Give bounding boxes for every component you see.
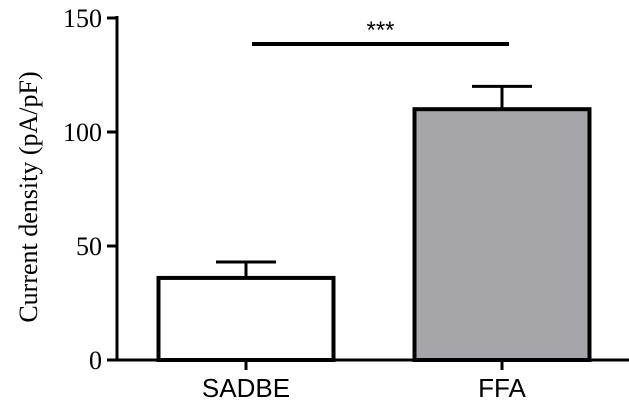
y-axis-title: Current density (pA/pF) xyxy=(14,71,43,322)
significance-label: *** xyxy=(366,17,394,44)
x-tick-label: SADBE xyxy=(202,373,290,403)
y-tick-label: 0 xyxy=(89,346,102,375)
y-tick-label: 50 xyxy=(76,232,102,261)
y-tick-label: 150 xyxy=(63,4,102,33)
bar-ffa xyxy=(412,107,592,362)
y-tick-label: 100 xyxy=(63,118,102,147)
x-tick-label: FFA xyxy=(478,373,526,403)
bar-sadbe xyxy=(156,275,336,363)
